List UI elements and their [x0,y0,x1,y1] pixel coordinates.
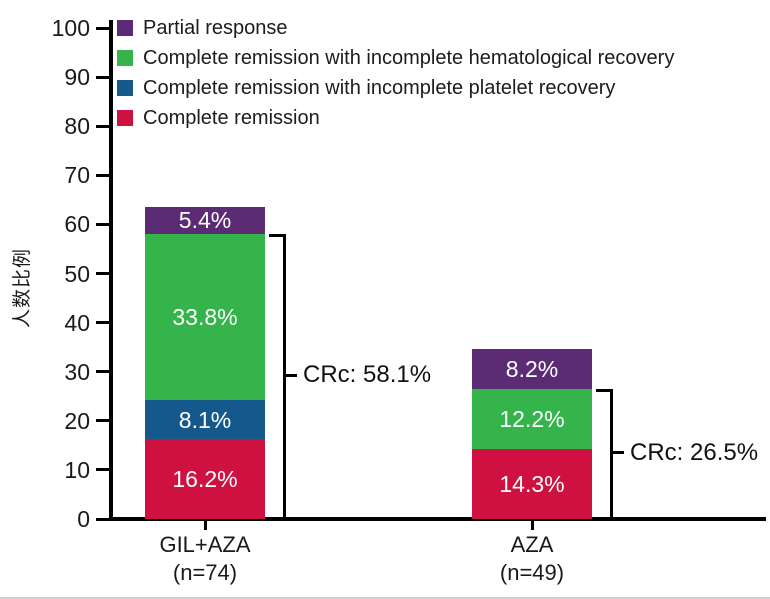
y-tick-mark [96,26,109,30]
legend-label: Partial response [143,16,288,39]
bracket-nub [613,451,624,455]
legend-item: Complete remission with incomplete plate… [117,73,615,103]
x-category-label: GIL+AZA (n=74) [115,531,295,587]
y-tick-label: 40 [64,309,90,336]
bar-segment [145,233,265,400]
bracket-top-arm [596,388,613,392]
bracket-nub [286,373,297,377]
x-category-name: AZA [510,532,554,557]
legend-item: Partial response [117,13,288,43]
y-tick-label: 0 [77,506,90,532]
bracket-vertical [283,233,286,520]
legend-label: Complete remission with incomplete hemat… [143,46,675,69]
segment-value-label: 12.2% [499,405,565,432]
crc-annotation-label: CRc: 58.1% [303,361,432,389]
x-category-name: GIL+AZA [159,532,251,557]
legend-swatch [117,50,133,66]
x-category-n: (n=49) [499,560,565,585]
y-tick-mark [96,468,109,472]
bracket-top-arm [269,233,286,237]
y-tick-label: 70 [64,162,90,189]
y-tick-label: 80 [64,113,90,140]
y-tick-label: 100 [51,15,90,41]
y-tick-mark [96,517,109,521]
x-category-label: AZA (n=49) [442,531,622,587]
segment-value-label: 14.3% [499,470,565,497]
crc-annotation-label: CRc: 26.5% [630,438,759,466]
x-axis-line [109,517,766,521]
bracket-bottom-arm [269,517,286,520]
y-tick-mark [96,222,109,226]
segment-value-label: 33.8% [172,303,238,330]
y-tick-label: 10 [64,456,90,483]
bracket-vertical [610,388,613,520]
legend-swatch [117,110,133,126]
legend-label: Complete remission with incomplete plate… [143,76,616,99]
y-tick-mark [96,321,109,325]
y-tick-label: 60 [64,211,90,238]
legend-item: Complete remission [117,103,320,133]
y-tick-mark [96,75,109,79]
x-category-n: (n=74) [172,560,238,585]
y-tick-label: 90 [64,64,90,91]
y-tick-mark [96,370,109,374]
segment-value-label: 8.1% [178,406,232,433]
legend-item: Complete remission with incomplete hemat… [117,43,674,73]
y-tick-label: 50 [64,260,90,287]
legend-label: Complete remission [143,106,320,129]
image-bottom-border [0,597,770,599]
bar-segment [145,399,265,440]
bar-segment [472,388,592,449]
x-tick-mark [203,521,207,530]
legend-swatch [117,20,133,36]
bracket-bottom-arm [596,517,613,520]
bar-segment [472,448,592,519]
y-tick-label: 30 [64,358,90,385]
y-tick-mark [96,272,109,275]
segment-value-label: 16.2% [172,466,238,493]
y-tick-mark [96,419,109,423]
segment-value-label: 8.2% [505,355,559,382]
y-tick-mark [96,173,109,177]
segment-value-label: 5.4% [178,207,232,234]
bar-segment [145,207,265,234]
bar-segment [472,348,592,389]
y-tick-mark [96,124,109,128]
x-tick-mark [530,521,534,530]
y-tick-label: 20 [64,407,90,434]
y-axis-line [109,20,113,521]
bar-segment [145,439,265,519]
legend-swatch [117,80,133,96]
